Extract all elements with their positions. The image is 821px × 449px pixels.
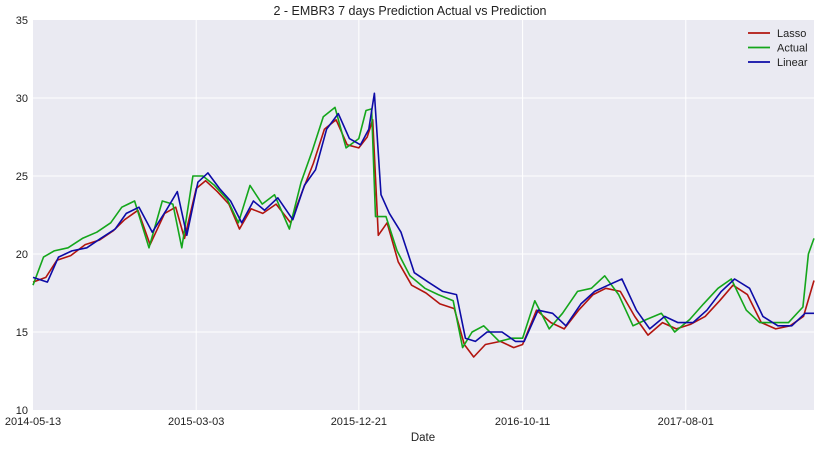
x-tick-labels: 2014-05-13 2015-03-03 2015-12-21 2016-10-11… [5, 416, 714, 428]
series-lines [32, 92, 815, 358]
y-tick-labels: 10 15 20 25 30 35 [16, 15, 28, 417]
series-line-actual [32, 106, 815, 349]
plot-area [33, 20, 814, 410]
y-tick-label: 20 [16, 249, 28, 261]
x-tick-label: 2016-10-11 [495, 416, 550, 428]
x-tick-label: 2017-08-01 [658, 416, 714, 428]
y-tick-label: 30 [16, 93, 28, 105]
legend-label-lasso: Lasso [777, 28, 806, 40]
y-tick-label: 15 [16, 327, 28, 339]
y-tick-label: 35 [16, 15, 28, 27]
legend: Lasso Actual Linear [748, 28, 808, 69]
y-tick-label: 10 [16, 405, 28, 417]
x-tick-label: 2015-03-03 [168, 416, 224, 428]
series-line-linear [32, 92, 814, 343]
grid-lines [33, 20, 814, 410]
x-axis-label: Date [411, 432, 435, 444]
y-tick-label: 25 [16, 171, 28, 183]
x-tick-label: 2015-12-21 [331, 416, 387, 428]
legend-label-linear: Linear [777, 57, 808, 69]
legend-label-actual: Actual [777, 43, 808, 55]
x-tick-label: 2014-05-13 [5, 416, 61, 428]
chart-title: 2 - EMBR3 7 days Prediction Actual vs Pr… [273, 4, 546, 18]
